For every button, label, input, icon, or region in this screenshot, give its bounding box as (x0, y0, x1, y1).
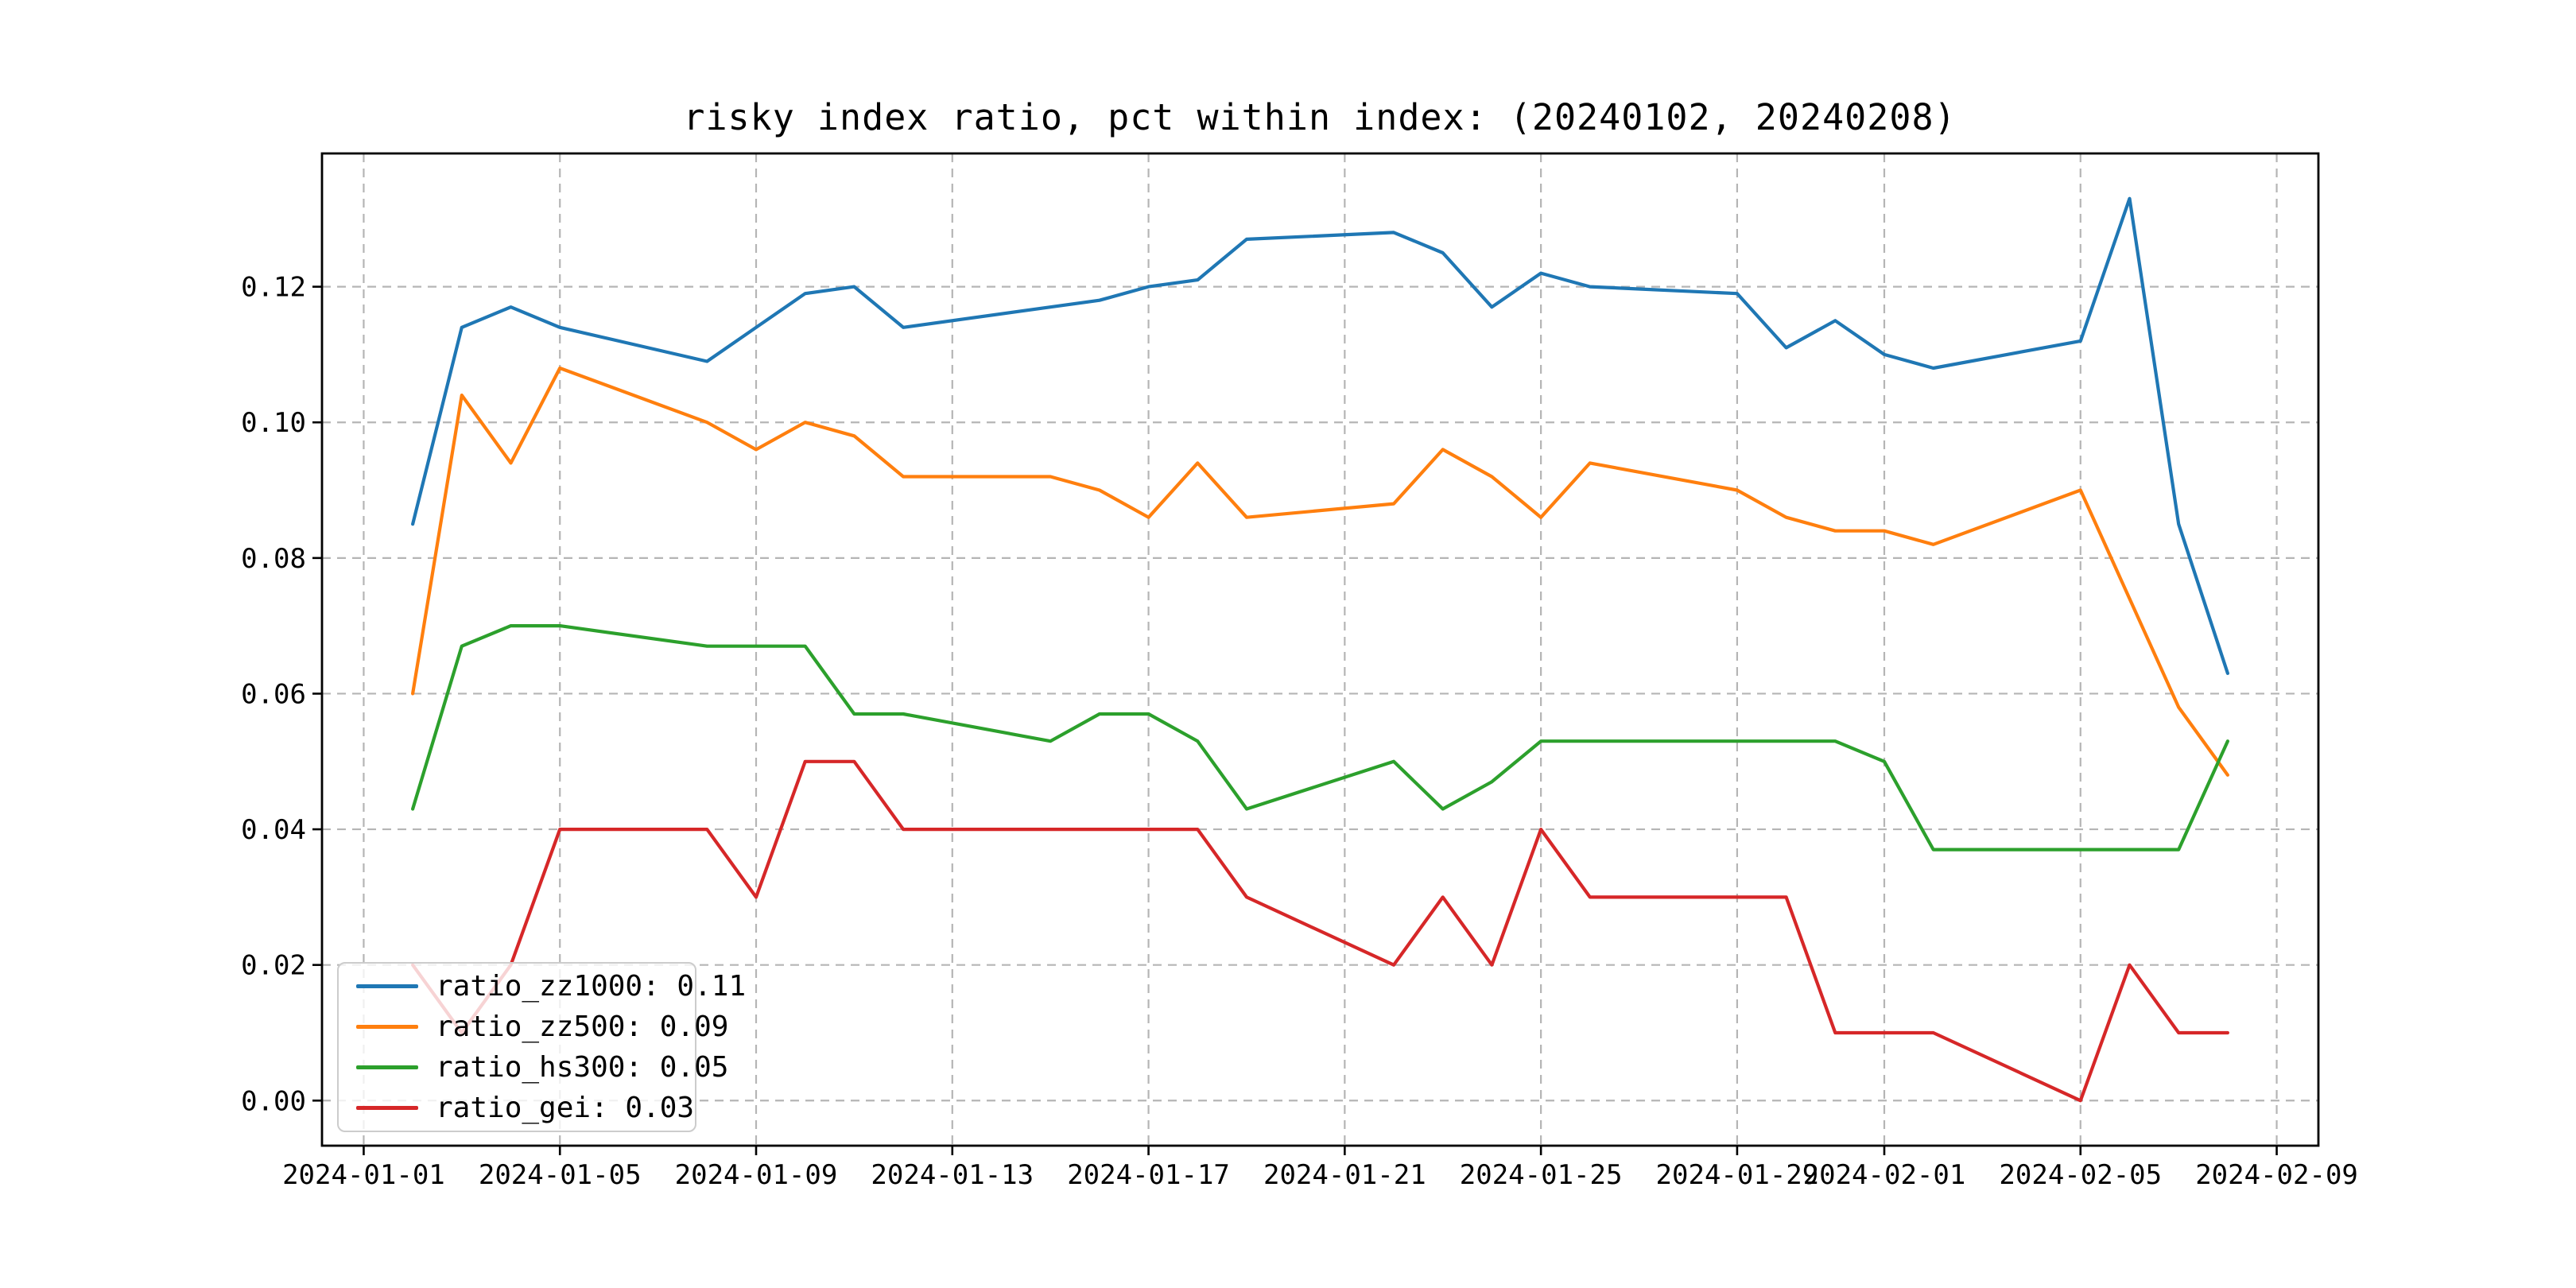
legend-item-ratio-gei: ratio_gei: 0.03 (348, 1088, 695, 1128)
svg-text:2024-01-17: 2024-01-17 (1067, 1159, 1230, 1191)
svg-text:2024-01-01: 2024-01-01 (282, 1159, 445, 1191)
axis-ticks (312, 285, 2278, 1155)
svg-text:2024-02-05: 2024-02-05 (1999, 1159, 2162, 1191)
svg-text:0.04: 0.04 (241, 814, 306, 846)
plot-border (320, 152, 2320, 1147)
svg-text:0.02: 0.02 (241, 950, 306, 982)
svg-text:0.12: 0.12 (241, 272, 306, 304)
legend-label-gei: ratio_gei: 0.03 (436, 1092, 695, 1124)
svg-text:2024-01-21: 2024-01-21 (1263, 1159, 1426, 1191)
y-axis-tick-labels: 0.00 0.02 0.04 0.06 0.08 0.10 0.12 (241, 272, 306, 1118)
legend-item-ratio-zz500: ratio_zz500: 0.09 (348, 1007, 728, 1047)
series-ratio_gei (410, 759, 2229, 1103)
svg-text:2024-01-05: 2024-01-05 (479, 1159, 642, 1191)
svg-text:2024-01-09: 2024-01-09 (675, 1159, 838, 1191)
svg-text:0.06: 0.06 (241, 678, 306, 710)
series-ratio_zz1000 (410, 196, 2229, 676)
svg-text:0.10: 0.10 (241, 407, 306, 439)
svg-text:2024-01-29: 2024-01-29 (1656, 1159, 1819, 1191)
legend: ratio_zz1000: 0.11 ratio_zz500: 0.09 rat… (337, 962, 746, 1132)
legend-label-hs300: ratio_hs300: 0.05 (436, 1051, 729, 1084)
svg-text:2024-01-25: 2024-01-25 (1460, 1159, 1623, 1191)
x-axis-tick-labels: 2024-01-01 2024-01-05 2024-01-09 2024-01-13… (282, 1159, 2358, 1191)
chart-title: risky index ratio, pct within index: (20… (683, 96, 1957, 138)
series-ratio_hs300 (410, 623, 2229, 852)
legend-swatch-zz500 (356, 1025, 418, 1029)
legend-label-zz1000: ratio_zz1000: 0.11 (436, 970, 747, 1003)
svg-text:0.08: 0.08 (241, 543, 306, 575)
legend-item-ratio-hs300: ratio_hs300: 0.05 (348, 1047, 728, 1088)
legend-swatch-zz1000 (356, 984, 418, 988)
legend-item-ratio-zz1000: ratio_zz1000: 0.11 (348, 966, 746, 1007)
svg-text:2024-01-13: 2024-01-13 (871, 1159, 1034, 1191)
legend-swatch-gei (356, 1106, 418, 1110)
svg-text:2024-02-01: 2024-02-01 (1803, 1159, 1966, 1191)
svg-text:0.00: 0.00 (241, 1085, 306, 1117)
legend-swatch-hs300 (356, 1065, 418, 1069)
series-ratio_zz500 (410, 366, 2229, 777)
legend-label-zz500: ratio_zz500: 0.09 (436, 1011, 729, 1043)
svg-text:2024-02-09: 2024-02-09 (2195, 1159, 2358, 1191)
